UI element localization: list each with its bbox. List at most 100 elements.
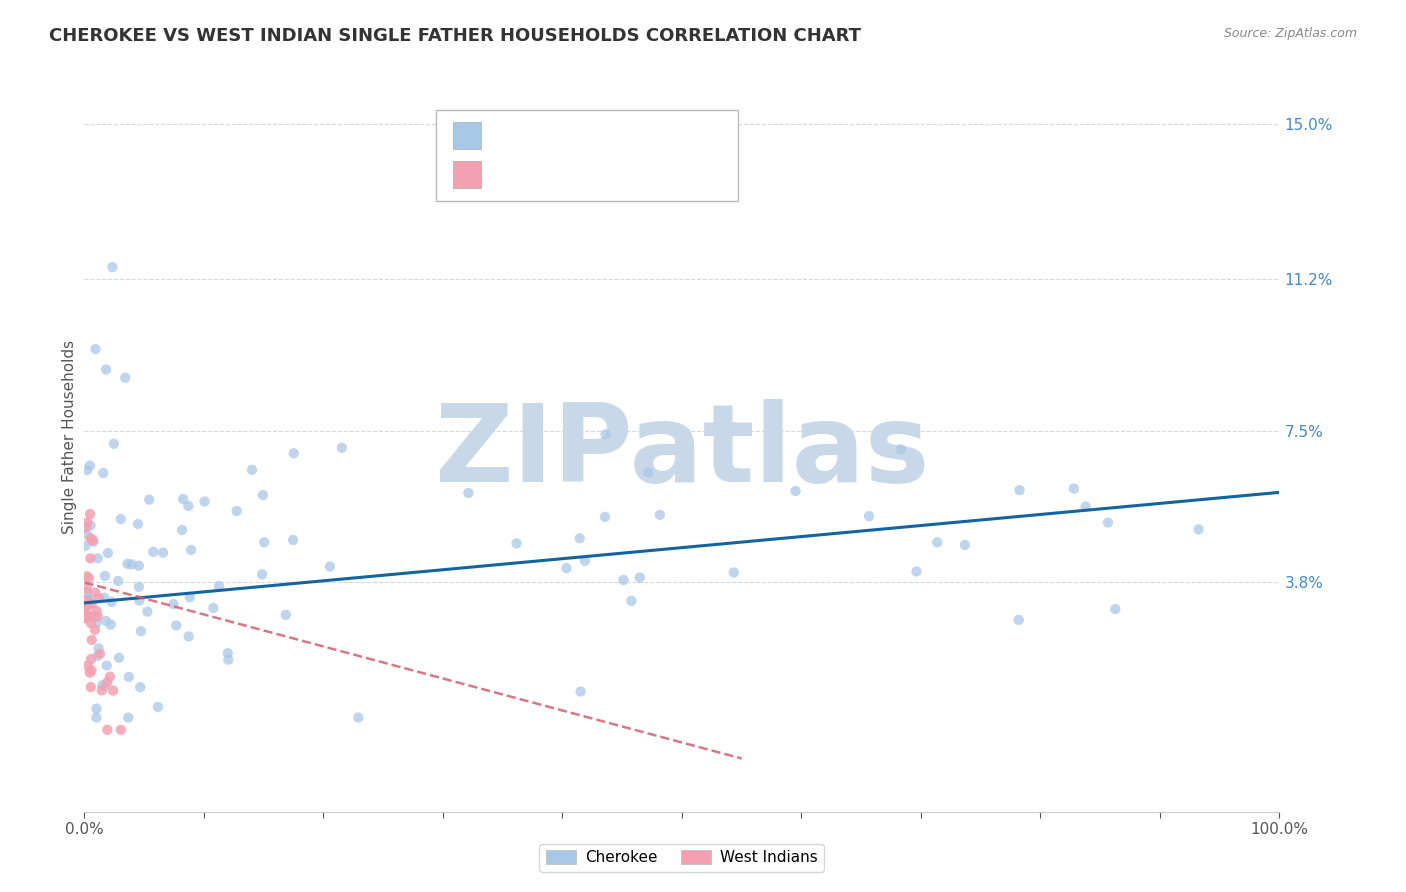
Point xyxy=(620,594,643,608)
Point xyxy=(107,574,129,588)
Point xyxy=(283,446,305,460)
Point xyxy=(628,570,651,584)
Point xyxy=(100,617,122,632)
Point xyxy=(129,624,152,639)
Point xyxy=(86,701,108,715)
Point xyxy=(79,458,101,473)
Point xyxy=(98,670,121,684)
Point xyxy=(75,585,97,599)
Point xyxy=(86,609,108,624)
Point xyxy=(86,649,108,664)
Text: 102: 102 xyxy=(619,120,647,135)
Text: N =: N = xyxy=(585,120,617,135)
Point xyxy=(347,710,370,724)
Point xyxy=(94,614,117,628)
Point xyxy=(593,509,616,524)
Point xyxy=(75,520,97,534)
Point xyxy=(84,342,107,356)
Text: 0.257: 0.257 xyxy=(524,120,567,135)
Point xyxy=(76,569,98,583)
Point xyxy=(89,647,111,661)
Point xyxy=(146,699,169,714)
Point xyxy=(77,598,100,612)
Point xyxy=(76,599,98,614)
Point xyxy=(75,611,97,625)
Point xyxy=(253,535,276,549)
Point xyxy=(96,675,118,690)
Point xyxy=(1187,523,1209,537)
Point xyxy=(91,466,114,480)
Point xyxy=(217,646,239,660)
Text: R =: R = xyxy=(489,120,520,135)
Point xyxy=(101,683,124,698)
Point xyxy=(128,558,150,573)
Point xyxy=(319,559,342,574)
Y-axis label: Single Father Households: Single Father Households xyxy=(62,340,77,534)
Point xyxy=(87,591,110,605)
Point xyxy=(94,362,117,376)
Point xyxy=(890,442,912,457)
Point xyxy=(1097,516,1119,530)
Point xyxy=(75,593,97,607)
Text: 36: 36 xyxy=(619,157,641,172)
Point xyxy=(905,565,928,579)
Point xyxy=(240,463,263,477)
Point xyxy=(162,597,184,611)
Point xyxy=(202,601,225,615)
Point xyxy=(953,538,976,552)
Point xyxy=(274,607,297,622)
Point xyxy=(177,629,200,643)
Point xyxy=(136,605,159,619)
Point xyxy=(94,569,117,583)
Point xyxy=(76,658,98,673)
Point xyxy=(118,670,141,684)
Point xyxy=(177,499,200,513)
Point xyxy=(179,591,201,605)
Point xyxy=(82,533,104,548)
Point xyxy=(723,566,745,580)
Point xyxy=(77,592,100,607)
Point xyxy=(75,539,97,553)
Point xyxy=(117,557,139,571)
Point xyxy=(172,523,194,537)
Point xyxy=(569,684,592,698)
Point xyxy=(568,532,591,546)
Point xyxy=(330,441,353,455)
Point xyxy=(142,545,165,559)
Point xyxy=(128,580,150,594)
Point xyxy=(84,585,107,599)
Text: R =: R = xyxy=(489,157,520,172)
Point xyxy=(457,486,479,500)
Point xyxy=(76,463,98,477)
Point xyxy=(217,653,239,667)
Point xyxy=(82,534,104,549)
Point xyxy=(927,535,949,549)
Text: Source: ZipAtlas.com: Source: ZipAtlas.com xyxy=(1223,27,1357,40)
Point xyxy=(86,604,108,618)
Point xyxy=(83,608,105,623)
Point xyxy=(127,516,149,531)
Point xyxy=(595,427,617,442)
Point xyxy=(505,536,527,550)
Point xyxy=(110,512,132,526)
Point xyxy=(97,546,120,560)
Point xyxy=(75,602,97,616)
Point xyxy=(77,592,100,607)
Point xyxy=(80,663,103,677)
Point xyxy=(79,665,101,680)
Point xyxy=(80,616,103,631)
Point xyxy=(110,723,132,737)
Point xyxy=(86,551,108,566)
Point xyxy=(86,615,108,630)
Point xyxy=(80,596,103,610)
Point xyxy=(165,618,187,632)
Point xyxy=(86,710,108,724)
Point xyxy=(87,641,110,656)
Point xyxy=(281,533,304,547)
Point xyxy=(76,516,98,530)
Text: N =: N = xyxy=(585,157,617,172)
Point xyxy=(80,652,103,666)
Point xyxy=(138,492,160,507)
Point xyxy=(1104,602,1126,616)
Legend: Cherokee, West Indians: Cherokee, West Indians xyxy=(540,844,824,871)
